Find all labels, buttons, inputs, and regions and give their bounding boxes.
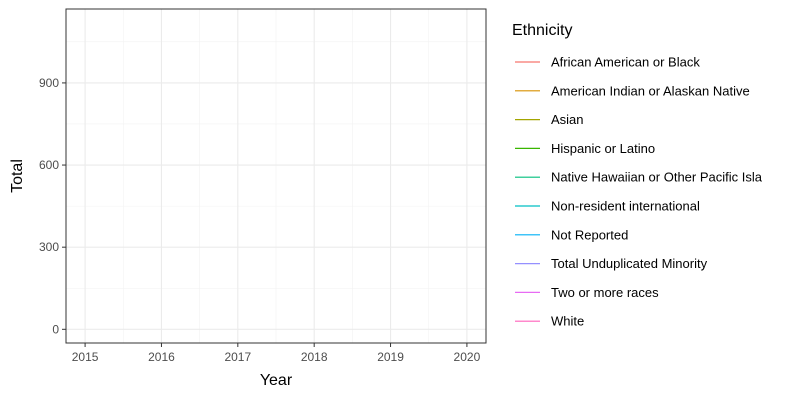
y-tick-label: 300: [39, 240, 59, 254]
legend-title: Ethnicity: [512, 22, 572, 39]
minor-gridlines: [66, 9, 486, 343]
legend-label: Total Unduplicated Minority: [551, 256, 708, 271]
legend-label: Asian: [551, 112, 584, 127]
major-gridlines: [66, 9, 486, 343]
y-axis-ticks: 0 300 600 900: [39, 76, 66, 336]
x-tick-label: 2017: [224, 350, 251, 364]
x-tick-label: 2019: [377, 350, 404, 364]
y-axis-title: Total: [9, 159, 26, 193]
legend-label: Hispanic or Latino: [551, 141, 655, 156]
legend-label: American Indian or Alaskan Native: [551, 83, 750, 98]
legend-label: Native Hawaiian or Other Pacific Isla: [551, 170, 763, 185]
legend-label: Non-resident international: [551, 199, 700, 214]
x-tick-label: 2018: [301, 350, 328, 364]
y-tick-label: 0: [52, 322, 59, 336]
x-tick-label: 2016: [148, 350, 175, 364]
legend-items: African American or Black American Indian…: [515, 55, 763, 329]
x-axis-ticks: 2015 2016 2017 2018 2019 2020: [72, 343, 481, 364]
y-tick-label: 600: [39, 158, 59, 172]
legend-label: White: [551, 314, 584, 329]
x-tick-label: 2020: [454, 350, 481, 364]
legend: Ethnicity African American or Black Ameri…: [512, 22, 763, 329]
legend-label: Not Reported: [551, 227, 628, 242]
legend-label: Two or more races: [551, 285, 659, 300]
x-axis-title: Year: [260, 372, 293, 389]
legend-label: African American or Black: [551, 55, 700, 70]
y-tick-label: 900: [39, 76, 59, 90]
plot-border: [65, 8, 487, 344]
x-tick-label: 2015: [72, 350, 99, 364]
